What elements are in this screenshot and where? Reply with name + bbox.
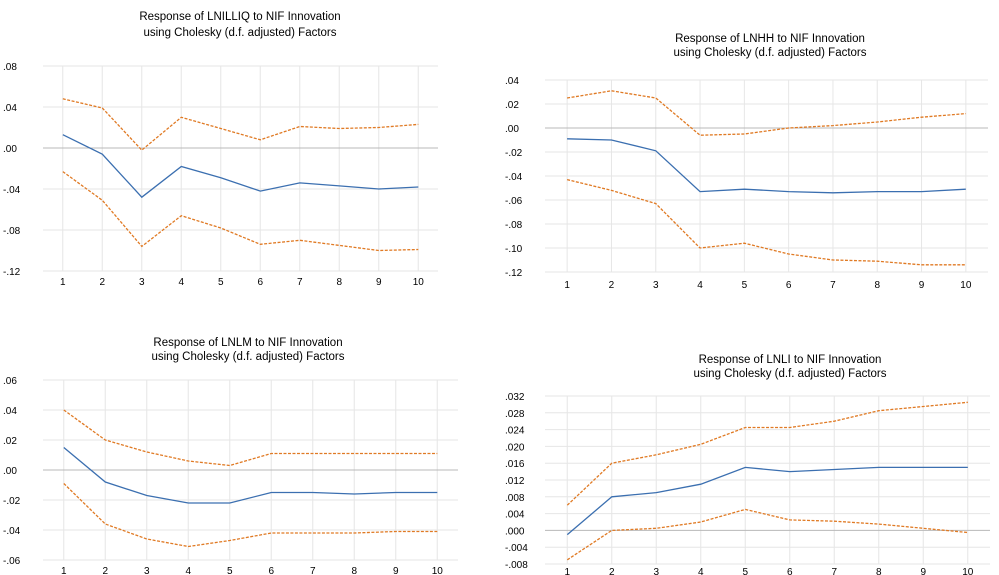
y-tick-label: .08 [3, 62, 17, 73]
y-tick-label: .04 [3, 406, 17, 417]
x-tick-label: 2 [609, 567, 615, 575]
y-tick-label: -.008 [505, 560, 528, 571]
y-tick-label: .000 [505, 526, 525, 537]
y-tick-label: .00 [3, 466, 17, 477]
y-tick-label: .02 [3, 436, 17, 447]
x-tick-label: 4 [697, 280, 703, 291]
x-tick-label: 1 [564, 280, 570, 291]
x-tick-label: 10 [962, 567, 974, 575]
chart-title: Response of LNHH to NIF Innovation [675, 33, 865, 45]
x-tick-label: 6 [257, 277, 263, 288]
upper-band-line [63, 409, 438, 467]
y-tick-label: -.04 [3, 185, 21, 196]
x-tick-label: 9 [376, 277, 382, 288]
y-tick-label: .04 [505, 76, 519, 87]
x-tick-label: 6 [268, 566, 274, 575]
x-tick-label: 4 [185, 566, 191, 575]
y-tick-label: .020 [505, 442, 525, 453]
x-tick-label: 1 [564, 567, 570, 575]
y-tick-label: .028 [505, 409, 525, 420]
x-tick-label: 4 [698, 567, 704, 575]
x-tick-label: 3 [653, 567, 659, 575]
lower-band-line [566, 508, 968, 561]
chart-subtitle: using Cholesky (d.f. adjusted) Factors [693, 368, 886, 380]
y-tick-label: .024 [505, 426, 525, 437]
response-line [567, 138, 966, 194]
y-tick-label: .04 [3, 103, 17, 114]
y-tick-label: -.08 [505, 220, 523, 231]
y-tick-label: -.12 [3, 267, 21, 278]
x-tick-label: 7 [830, 280, 836, 291]
x-tick-label: 5 [227, 566, 233, 575]
y-tick-label: -.12 [505, 268, 523, 279]
y-tick-label: -.004 [505, 543, 528, 554]
y-tick-label: -.08 [3, 226, 21, 237]
lower-band-line [566, 178, 966, 266]
y-tick-label: -.04 [505, 172, 523, 183]
x-tick-label: 10 [960, 280, 972, 291]
upper-band-line [566, 90, 966, 136]
x-tick-label: 1 [60, 277, 66, 288]
x-tick-label: 7 [310, 566, 316, 575]
upper-band-line [62, 98, 419, 151]
y-tick-label: -.02 [3, 496, 21, 507]
x-tick-label: 6 [787, 567, 793, 575]
y-tick-label: .02 [505, 100, 519, 111]
x-tick-label: 10 [413, 277, 425, 288]
y-tick-label: .00 [505, 124, 519, 135]
y-tick-label: .06 [3, 376, 17, 387]
x-tick-label: 9 [920, 567, 926, 575]
lower-band-line [63, 483, 438, 548]
x-tick-label: 8 [336, 277, 342, 288]
x-tick-label: 7 [297, 277, 303, 288]
x-tick-label: 1 [61, 566, 67, 575]
panel-3: Response of LNLM to NIF Innovation using … [3, 337, 458, 575]
y-tick-label: -.02 [505, 148, 523, 159]
chart-subtitle: using Cholesky (d.f. adjusted) Factors [673, 47, 866, 59]
lower-band-line [62, 171, 419, 252]
x-tick-label: 3 [144, 566, 150, 575]
upper-band-line [566, 401, 968, 506]
x-tick-label: 6 [786, 280, 792, 291]
x-tick-label: 5 [218, 277, 224, 288]
y-tick-label: .004 [505, 510, 525, 521]
x-tick-label: 5 [742, 280, 748, 291]
y-tick-label: .032 [505, 392, 525, 403]
y-tick-label: .00 [3, 144, 17, 155]
x-tick-label: 3 [653, 280, 659, 291]
x-tick-label: 2 [609, 280, 615, 291]
panel-4: Response of LNLI to NIF Innovation using … [505, 354, 990, 575]
response-line [63, 447, 438, 504]
chart-title: Response of LNLI to NIF Innovation [699, 354, 882, 366]
x-tick-label: 3 [139, 277, 145, 288]
chart-subtitle: using Cholesky (d.f. adjusted) Factors [143, 27, 336, 39]
panel-1: Response of LNILLIQ to NIF Innovation usi… [3, 11, 438, 288]
x-tick-label: 5 [742, 567, 748, 575]
y-tick-label: .016 [505, 459, 525, 470]
chart-title: Response of LNLM to NIF Innovation [153, 337, 342, 349]
x-tick-label: 4 [178, 277, 184, 288]
response-line [566, 466, 968, 536]
x-tick-label: 7 [831, 567, 837, 575]
x-tick-label: 8 [351, 566, 357, 575]
x-tick-label: 9 [919, 280, 925, 291]
response-line [62, 134, 419, 199]
x-tick-label: 2 [99, 277, 105, 288]
y-tick-label: -.06 [3, 556, 21, 567]
y-tick-label: .012 [505, 476, 525, 487]
y-tick-label: -.06 [505, 196, 523, 207]
x-tick-label: 9 [393, 566, 399, 575]
y-tick-label: -.04 [3, 526, 21, 537]
x-tick-label: 8 [876, 567, 882, 575]
y-tick-label: -.10 [505, 244, 523, 255]
x-tick-label: 8 [874, 280, 880, 291]
x-tick-label: 2 [102, 566, 108, 575]
x-tick-label: 10 [432, 566, 444, 575]
chart-subtitle: using Cholesky (d.f. adjusted) Factors [151, 351, 344, 363]
y-tick-label: .008 [505, 493, 525, 504]
panel-2: Response of LNHH to NIF Innovation using … [505, 33, 988, 291]
chart-title: Response of LNILLIQ to NIF Innovation [139, 11, 340, 23]
